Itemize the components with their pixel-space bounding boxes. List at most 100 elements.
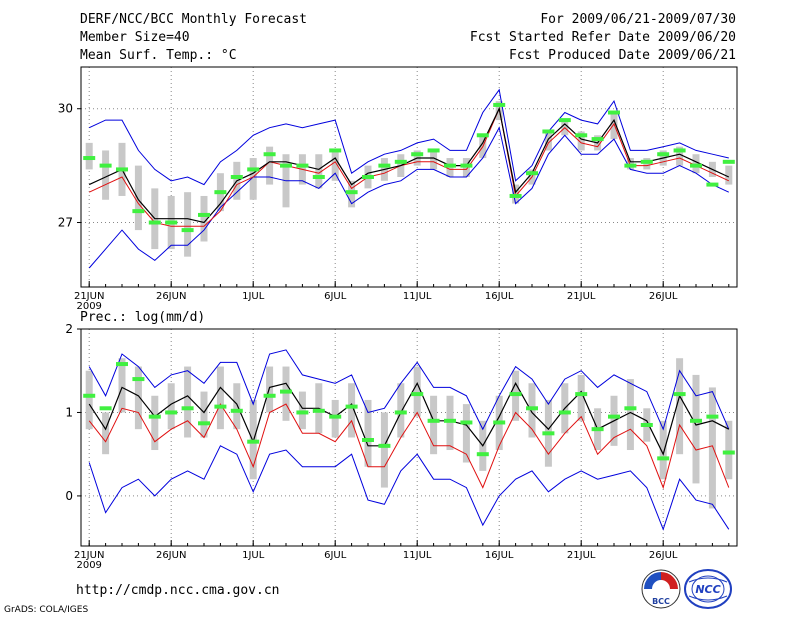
observed-marker xyxy=(411,152,424,157)
observed-marker xyxy=(116,167,128,172)
member-size: Member Size=40 xyxy=(80,30,190,45)
observed-marker xyxy=(673,148,686,153)
observed-marker xyxy=(722,159,735,164)
y-tick-label: 2 xyxy=(65,322,73,336)
x-tick-label: 1JUL xyxy=(242,550,265,561)
observed-marker xyxy=(706,414,719,419)
spread-box xyxy=(315,154,323,189)
observed-marker xyxy=(280,163,292,168)
x-tick-label: 26JUL xyxy=(649,550,678,561)
observed-marker xyxy=(345,404,358,409)
observed-marker xyxy=(329,148,342,153)
observed-marker xyxy=(198,212,210,217)
spread-box xyxy=(151,395,159,451)
observed-marker xyxy=(558,118,571,123)
spread-box xyxy=(249,399,257,480)
spread-box xyxy=(725,165,733,185)
ensemble-min-line xyxy=(88,126,730,269)
spread-box xyxy=(200,391,208,438)
observed-marker xyxy=(509,392,522,397)
observed-marker xyxy=(460,420,473,425)
observed-marker xyxy=(690,418,702,423)
plot-frame xyxy=(80,66,738,288)
observed-marker xyxy=(493,102,506,107)
spread-box xyxy=(134,165,142,231)
spread-box xyxy=(134,366,142,430)
spread-box xyxy=(380,412,388,488)
observed-marker xyxy=(657,456,670,461)
observed-marker xyxy=(116,362,128,367)
spread-box xyxy=(118,358,126,413)
observed-marker xyxy=(624,163,637,168)
observed-marker xyxy=(427,418,440,423)
spread-box xyxy=(348,383,356,438)
observed-marker xyxy=(263,152,276,157)
ensemble-min-line xyxy=(88,445,730,531)
y-tick-label: 1 xyxy=(65,405,73,419)
grads-credit: GrADS: COLA/IGES xyxy=(4,605,89,615)
observed-marker xyxy=(198,421,210,426)
observed-marker xyxy=(329,414,342,419)
x-tick-label: 11JUL xyxy=(403,550,432,561)
y-tick-label: 0 xyxy=(65,489,73,503)
observed-marker xyxy=(165,220,178,225)
observed-marker xyxy=(526,406,538,411)
spread-box xyxy=(528,383,536,438)
spread-box xyxy=(233,383,241,430)
ensemble-mean-line xyxy=(88,381,730,456)
spread-box xyxy=(167,383,175,430)
observed-marker xyxy=(722,450,735,455)
observed-marker xyxy=(591,137,604,142)
spread-box xyxy=(676,358,684,455)
plot-frame xyxy=(80,328,738,547)
observed-marker xyxy=(247,439,260,444)
observed-marker xyxy=(411,392,424,397)
spread-box xyxy=(610,112,618,140)
observed-marker xyxy=(181,228,194,233)
source-url[interactable]: http://cmdp.ncc.cma.gov.cn xyxy=(76,583,280,598)
x-tick-label: 6JUL xyxy=(324,291,347,302)
spread-box xyxy=(626,379,634,451)
spread-box xyxy=(216,366,224,430)
x-tick-label: 21JUL xyxy=(567,291,596,302)
x-tick-label: 21JUN xyxy=(74,291,104,302)
x-tick-label: 1JUL xyxy=(242,291,265,302)
spread-box xyxy=(413,366,421,417)
x-tick-label: 26JUN xyxy=(156,291,186,302)
observed-marker xyxy=(640,159,653,164)
ensemble-mean-line xyxy=(88,106,730,224)
observed-marker xyxy=(214,404,227,409)
ncc-logo: NCC xyxy=(684,569,732,609)
observed-marker xyxy=(99,406,112,411)
observed-marker xyxy=(280,389,292,394)
observed-marker xyxy=(83,156,96,161)
observed-marker xyxy=(542,129,555,134)
variable-label: Mean Surf. Temp.: °C xyxy=(80,48,237,63)
observed-marker xyxy=(394,159,407,164)
observed-marker xyxy=(444,418,456,423)
x-year-label: 2009 xyxy=(76,301,101,312)
observed-marker xyxy=(608,110,620,115)
observed-marker xyxy=(608,414,620,419)
observed-marker xyxy=(312,175,325,179)
observed-marker xyxy=(706,182,719,187)
observed-marker xyxy=(148,414,161,419)
spread-box xyxy=(102,150,110,200)
observed-marker xyxy=(542,431,555,436)
x-year-label: 2009 xyxy=(76,560,101,571)
observed-marker xyxy=(558,410,571,415)
observed-marker xyxy=(345,190,358,195)
observed-marker xyxy=(624,406,637,411)
spread-box xyxy=(331,399,339,438)
spread-box xyxy=(430,395,438,455)
observed-marker xyxy=(378,443,391,448)
observed-marker xyxy=(427,148,440,153)
observed-marker xyxy=(673,392,686,397)
observed-marker xyxy=(132,377,145,382)
observed-marker xyxy=(247,167,260,172)
observed-marker xyxy=(181,406,194,411)
x-tick-label: 26JUL xyxy=(649,291,678,302)
ensemble-median-line xyxy=(88,106,730,227)
spread-box xyxy=(184,366,192,438)
